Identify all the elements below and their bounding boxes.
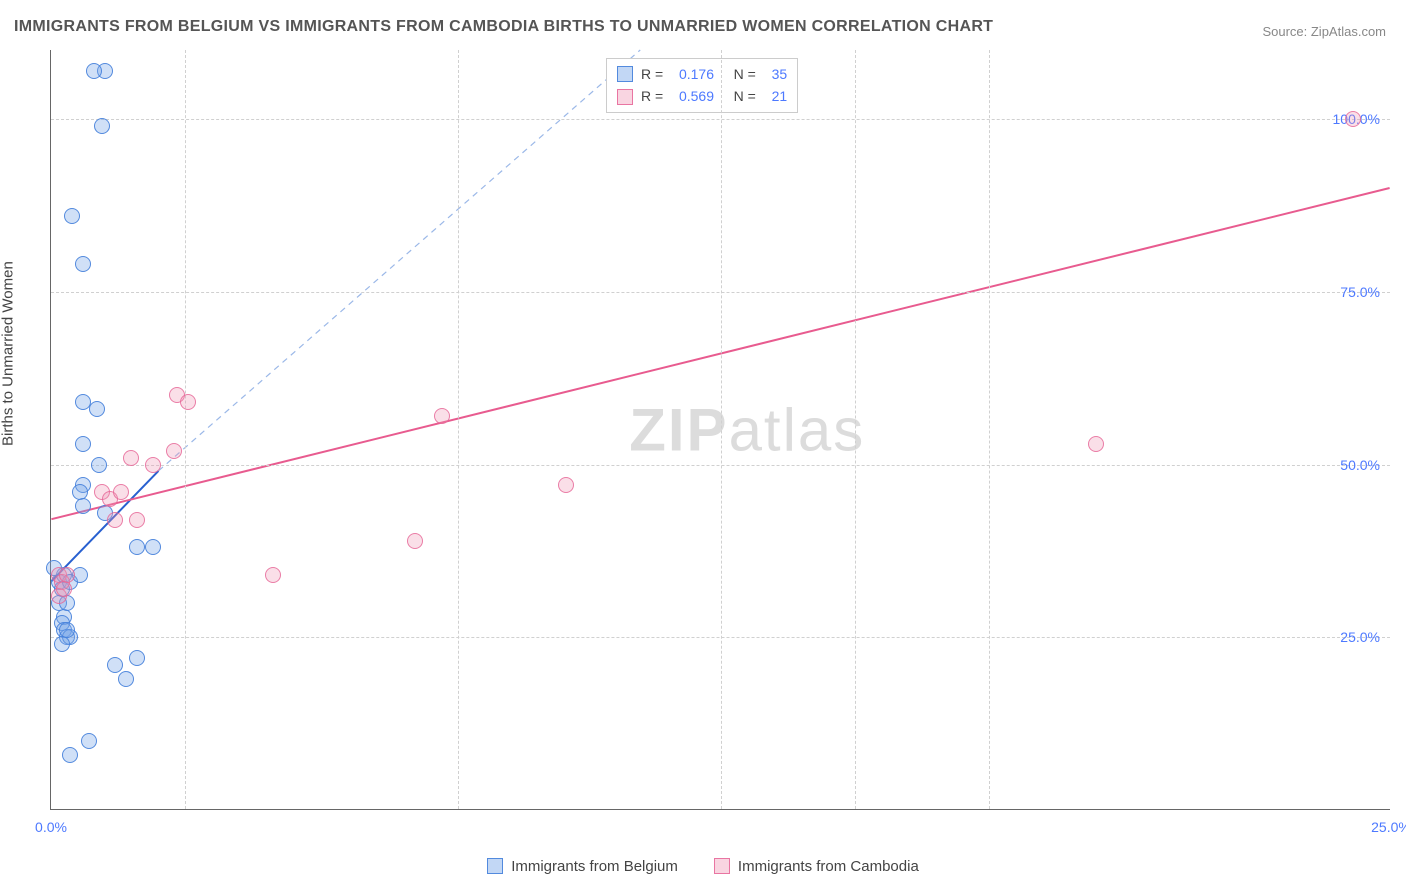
legend-swatch	[617, 66, 633, 82]
gridline-vertical	[989, 50, 990, 809]
scatter-point	[1345, 111, 1361, 127]
scatter-point	[166, 443, 182, 459]
trend-line	[158, 50, 640, 471]
scatter-point	[107, 657, 123, 673]
stat-r-label: R =	[641, 85, 671, 107]
legend-swatch	[487, 858, 503, 874]
y-tick-label: 50.0%	[1340, 457, 1380, 473]
gridline-vertical	[185, 50, 186, 809]
stat-n-label: N =	[722, 85, 764, 107]
legend-item: Immigrants from Belgium	[487, 858, 678, 875]
x-tick-label: 25.0%	[1371, 819, 1406, 835]
scatter-point	[56, 581, 72, 597]
scatter-point	[434, 408, 450, 424]
legend-swatch	[714, 858, 730, 874]
scatter-point	[180, 394, 196, 410]
x-tick-label: 0.0%	[35, 819, 67, 835]
source-label: Source: ZipAtlas.com	[1262, 24, 1386, 39]
gridline-vertical	[458, 50, 459, 809]
gridline-vertical	[721, 50, 722, 809]
stat-r-value: 0.176	[679, 63, 714, 85]
scatter-point	[54, 636, 70, 652]
scatter-point	[59, 622, 75, 638]
chart-plot-area: ZIPatlas R = 0.176 N = 35R = 0.569 N = 2…	[50, 50, 1390, 810]
scatter-point	[75, 498, 91, 514]
scatter-point	[62, 747, 78, 763]
legend-label: Immigrants from Cambodia	[738, 858, 919, 875]
scatter-point	[145, 457, 161, 473]
bottom-legend: Immigrants from Belgium Immigrants from C…	[0, 858, 1406, 879]
stat-r-label: R =	[641, 63, 671, 85]
scatter-point	[64, 208, 80, 224]
stats-box: R = 0.176 N = 35R = 0.569 N = 21	[606, 58, 798, 113]
scatter-point	[145, 539, 161, 555]
stat-n-value: 35	[772, 63, 788, 85]
scatter-point	[1088, 436, 1104, 452]
scatter-point	[123, 450, 139, 466]
gridline-vertical	[855, 50, 856, 809]
scatter-point	[81, 733, 97, 749]
scatter-point	[91, 457, 107, 473]
watermark: ZIPatlas	[629, 395, 865, 464]
chart-title: IMMIGRANTS FROM BELGIUM VS IMMIGRANTS FR…	[14, 18, 993, 36]
scatter-point	[265, 567, 281, 583]
scatter-point	[89, 401, 105, 417]
scatter-point	[94, 118, 110, 134]
legend-label: Immigrants from Belgium	[511, 858, 678, 875]
stats-row: R = 0.176 N = 35	[617, 63, 787, 85]
scatter-point	[407, 533, 423, 549]
scatter-point	[129, 650, 145, 666]
legend-item: Immigrants from Cambodia	[714, 858, 919, 875]
scatter-point	[107, 512, 123, 528]
scatter-point	[75, 436, 91, 452]
stat-n-label: N =	[722, 63, 764, 85]
stat-n-value: 21	[772, 85, 788, 107]
scatter-point	[129, 539, 145, 555]
scatter-point	[129, 512, 145, 528]
scatter-point	[118, 671, 134, 687]
stat-r-value: 0.569	[679, 85, 714, 107]
scatter-point	[113, 484, 129, 500]
scatter-point	[86, 63, 102, 79]
legend-swatch	[617, 89, 633, 105]
stats-row: R = 0.569 N = 21	[617, 85, 787, 107]
scatter-point	[558, 477, 574, 493]
scatter-point	[75, 256, 91, 272]
y-tick-label: 75.0%	[1340, 284, 1380, 300]
y-axis-label: Births to Unmarried Women	[0, 261, 17, 446]
y-tick-label: 25.0%	[1340, 629, 1380, 645]
